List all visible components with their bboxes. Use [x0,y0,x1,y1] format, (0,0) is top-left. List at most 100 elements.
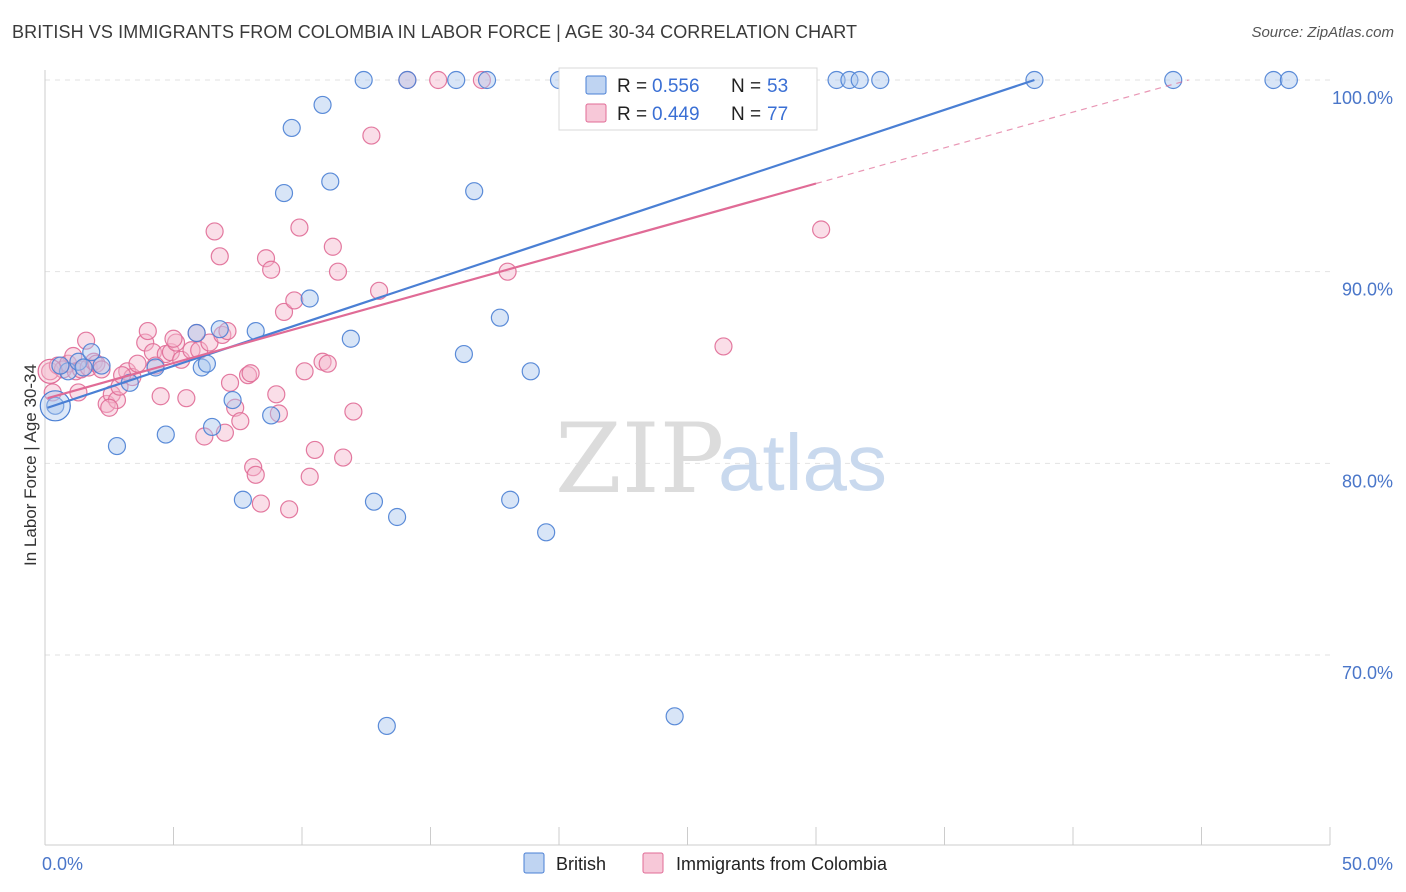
y-tick-label: 70.0% [1342,663,1393,683]
colombia-point [328,262,348,281]
colombia-point [285,291,304,310]
colombia-point [812,220,831,239]
colombia-trend-extension [815,79,1189,185]
british-point [398,70,417,90]
correlation-legend: R = 0.556 N = 53 R = 0.449 N = 77 [558,67,818,131]
colombia-point [256,249,276,268]
colombia-point [164,329,183,348]
x-tick-label: 0.0% [42,854,83,874]
colombia-point [205,222,224,241]
british-point [313,95,332,115]
british-point [454,344,474,364]
bottom-legend-label-colombia: Immigrants from Colombia [676,854,888,874]
y-tick-label: 100.0% [1332,88,1393,108]
british-point [477,70,497,90]
british-point [321,172,340,191]
colombia-point [37,358,63,384]
british-point [1164,70,1183,90]
legend-r-value-colombia: 0.449 [652,104,700,125]
colombia-point [305,440,324,460]
british-point [387,507,407,527]
british-point [1264,70,1283,90]
colombia-point [429,70,448,90]
colombia-point [246,465,265,484]
british-point [490,308,509,327]
tick-labels: 70.0% 80.0% 90.0% 100.0% 0.0% 50.0% [42,88,1393,874]
watermark-zip: ZIP [555,403,724,515]
colombia-point [161,343,181,362]
legend-n-value-colombia: 77 [767,104,788,125]
colombia-point [138,321,157,341]
trend-lines [47,78,1189,409]
colombia-point [318,354,337,373]
colombia-point [195,427,214,446]
british-point [850,70,869,90]
british-point [871,70,890,90]
british-point [210,320,229,339]
british-point [665,707,684,726]
colombia-point [238,366,258,385]
colombia-point [220,373,240,392]
british-point [465,182,484,201]
colombia-point [231,412,250,431]
colombia-point [77,331,96,350]
colombia-trend-line [47,182,817,400]
series-legend: British Immigrants from Colombia [523,852,888,874]
colombia-point [323,237,342,256]
british-point [156,425,175,444]
gridlines [45,79,1330,656]
colombia-point [295,362,314,381]
british-point [233,490,252,509]
british-point [282,118,301,138]
y-tick-label: 80.0% [1342,471,1393,491]
legend-r-label-british: R = [617,76,647,97]
british-trend-line [47,78,1035,409]
axes [44,70,1331,846]
source-credit: Source: ZipAtlas.com [1251,24,1394,41]
british-point [341,329,360,348]
colombia-point [100,398,119,417]
colombia-series-points [37,70,831,519]
british-point [447,70,466,90]
british-point [840,70,859,90]
colombia-point [300,467,319,486]
colombia-point [128,354,147,373]
british-point [223,390,242,410]
british-point [74,358,93,377]
colombia-point [362,126,381,145]
bottom-legend-swatch-colombia [642,852,664,874]
legend-n-label-british: N = [731,76,761,97]
british-point [537,523,556,542]
colombia-point [92,360,111,379]
y-tick-label: 90.0% [1342,280,1393,300]
british-point [364,492,384,511]
colombia-point [280,500,299,519]
british-point [262,406,281,425]
legend-swatch-british [585,75,607,95]
watermark: ZIP atlas [555,403,887,515]
colombia-point [274,302,294,322]
british-point [92,356,111,375]
british-point [202,417,222,437]
colombia-point [344,402,363,421]
bottom-legend-swatch-british [523,852,545,874]
british-point [51,356,70,375]
legend-r-value-british: 0.556 [652,76,700,97]
colombia-point [151,387,170,406]
british-point [354,70,373,90]
bottom-legend-label-british: British [556,854,606,874]
british-point [827,70,846,90]
colombia-point [334,448,353,467]
british-point [501,490,520,509]
british-point [82,343,101,362]
british-point [187,323,206,343]
british-point [69,352,88,371]
british-point [377,716,396,736]
british-point [274,183,294,203]
british-point [1279,70,1298,90]
legend-swatch-colombia [585,103,607,123]
chart-title: BRITISH VS IMMIGRANTS FROM COLOMBIA IN L… [12,22,858,42]
british-point [521,362,540,381]
legend-r-label-colombia: R = [617,104,647,125]
colombia-point [251,494,270,513]
